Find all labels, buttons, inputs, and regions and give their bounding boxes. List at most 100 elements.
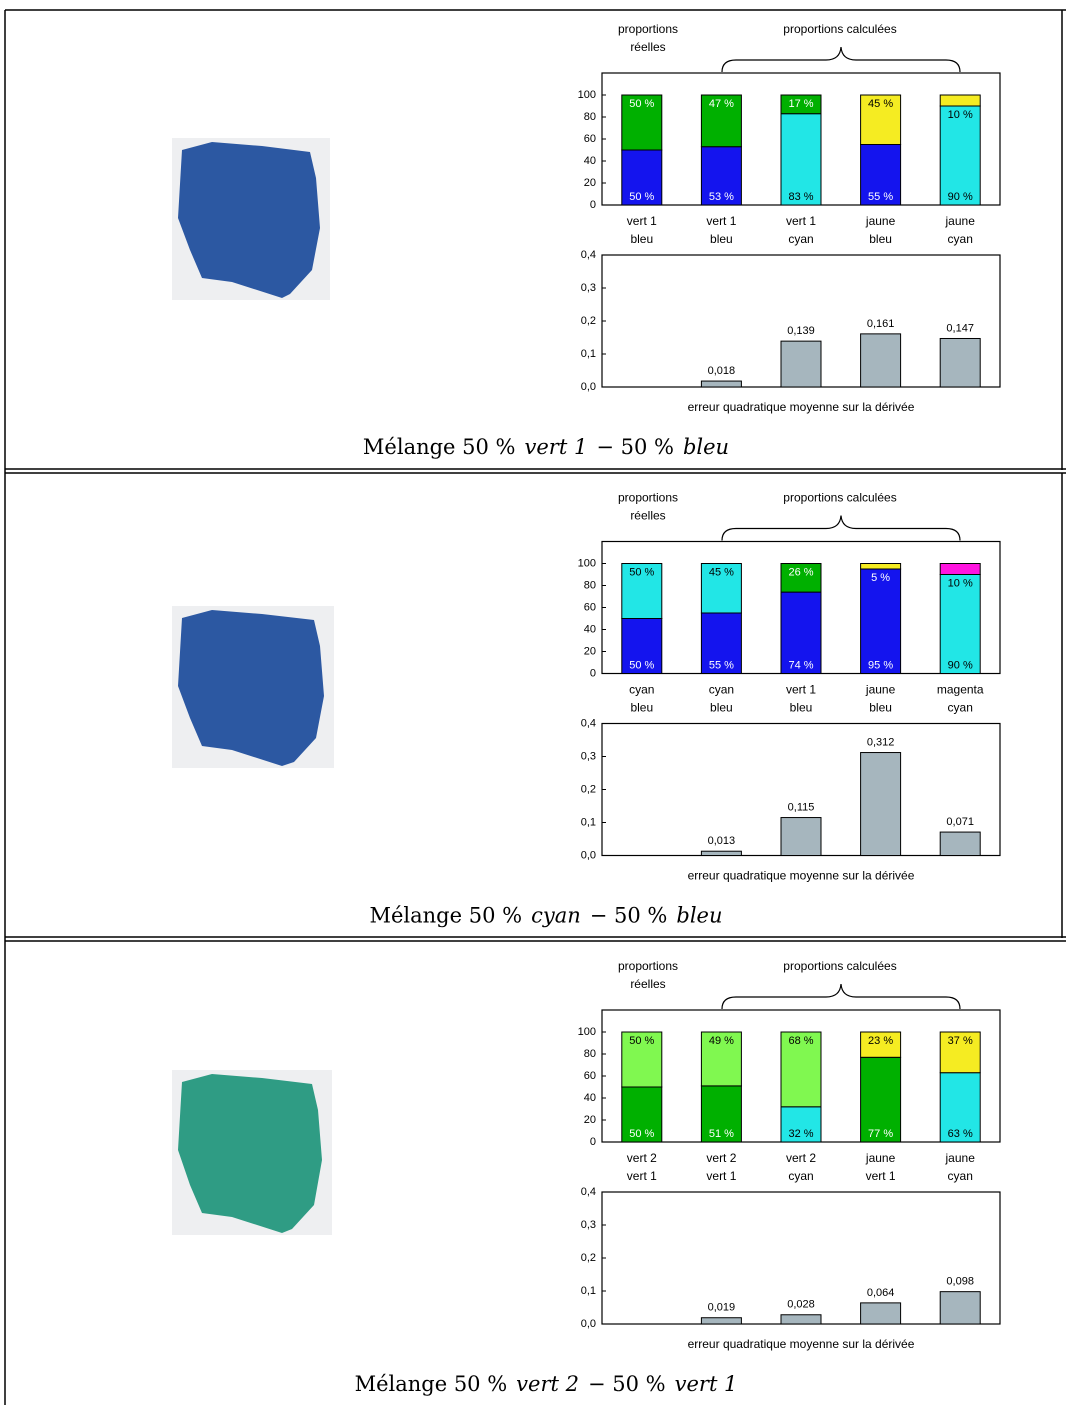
- caption: Mélange 50 % cyan − 50 % bleu: [369, 903, 722, 927]
- y-tick-label: 100: [578, 557, 596, 569]
- x-tick-label: vert 1: [706, 1169, 736, 1183]
- x-tick-label: cyan: [948, 232, 973, 246]
- bar-segment: [700, 612, 742, 674]
- bar-segment: [621, 149, 663, 206]
- value-label: 45 %: [709, 566, 734, 578]
- x-tick-label: jaune: [865, 683, 896, 697]
- y-tick-label: 0,2: [581, 783, 596, 795]
- bar-segment: [780, 1031, 822, 1108]
- bar-segment: [700, 146, 742, 206]
- header-right: proportions calculées: [783, 491, 896, 505]
- bar: [860, 752, 902, 856]
- bar-segment: [621, 563, 663, 619]
- caption: Mélange 50 % vert 1 − 50 % bleu: [363, 435, 729, 459]
- x-tick-label: jaune: [865, 1151, 896, 1165]
- x-tick-label: jaune: [945, 1151, 976, 1165]
- paint-swatch: [178, 610, 324, 766]
- x-tick-label: vert 2: [786, 1151, 816, 1165]
- x-tick-label: bleu: [710, 232, 733, 246]
- value-label: 68 %: [788, 1035, 813, 1047]
- caption-part: bleu: [676, 903, 722, 927]
- bar-segment: [860, 568, 902, 674]
- y-tick-label: 0,0: [581, 849, 596, 861]
- bar-segment: [621, 1086, 663, 1143]
- y-tick-label: 20: [584, 177, 596, 189]
- bar-segment: [780, 591, 822, 674]
- brace: [721, 515, 961, 541]
- y-tick-label: 80: [584, 111, 596, 123]
- y-tick-label: 0,0: [581, 381, 596, 393]
- value-label: 47 %: [709, 98, 734, 110]
- x-tick-label: cyan: [948, 1169, 973, 1183]
- header-right: proportions calculées: [783, 959, 896, 973]
- x-tick-label: bleu: [710, 701, 733, 715]
- caption-part: vert 1: [525, 435, 588, 459]
- caption-part: − 50 %: [590, 903, 668, 927]
- value-label: 77 %: [868, 1128, 893, 1140]
- y-tick-label: 0: [590, 199, 596, 211]
- header-left: réelles: [630, 40, 665, 54]
- value-label: 50 %: [629, 1035, 654, 1047]
- x-axis-label: erreur quadratique moyenne sur la dérivé…: [688, 1337, 915, 1351]
- bar-segment: [860, 1031, 902, 1058]
- value-label: 90 %: [948, 659, 973, 671]
- caption-part: − 50 %: [588, 1372, 666, 1396]
- x-tick-label: cyan: [788, 232, 813, 246]
- brace: [721, 983, 961, 1010]
- bar-segment: [939, 574, 981, 674]
- value-label: 50 %: [629, 191, 654, 203]
- x-tick-label: bleu: [790, 701, 813, 715]
- value-label: 10 %: [948, 109, 973, 121]
- bar-segment: [700, 1031, 742, 1087]
- caption: Mélange 50 % vert 2 − 50 % vert 1: [355, 1372, 738, 1396]
- x-tick-label: vert 2: [706, 1151, 736, 1165]
- value-label: 0,115: [788, 801, 815, 813]
- value-label: 45 %: [868, 98, 893, 110]
- y-tick-label: 0: [590, 667, 596, 679]
- bar: [780, 817, 822, 856]
- value-label: 10 %: [948, 577, 973, 589]
- value-label: 0,013: [708, 835, 736, 847]
- caption-part: Mélange 50 %: [369, 903, 522, 927]
- value-label: 83 %: [788, 191, 813, 203]
- value-label: 0,139: [787, 325, 815, 337]
- y-tick-label: 0,1: [581, 816, 596, 828]
- caption-part: bleu: [683, 435, 729, 459]
- x-axis-label: erreur quadratique moyenne sur la dérivé…: [688, 869, 915, 883]
- value-label: 0,071: [946, 816, 974, 828]
- bar-segment: [860, 144, 902, 206]
- y-tick-label: 80: [584, 579, 596, 591]
- bar: [939, 337, 981, 388]
- bar-segment: [939, 105, 981, 206]
- y-tick-label: 0,3: [581, 282, 596, 294]
- paint-swatch: [178, 1074, 322, 1233]
- value-label: 74 %: [788, 659, 813, 671]
- x-tick-label: magenta: [937, 683, 984, 697]
- bar-segment: [780, 563, 822, 593]
- value-label: 0,312: [867, 736, 895, 748]
- bar-segment: [939, 563, 981, 575]
- y-tick-label: 0,1: [581, 1285, 596, 1297]
- bar: [700, 850, 742, 857]
- value-label: 0,064: [867, 1287, 895, 1299]
- x-tick-label: vert 1: [627, 1169, 657, 1183]
- bar-segment: [860, 563, 902, 570]
- y-tick-label: 0,3: [581, 750, 596, 762]
- y-tick-label: 0,4: [581, 249, 596, 261]
- value-label: 32 %: [788, 1128, 813, 1140]
- bar: [939, 1291, 981, 1325]
- bar-segment: [780, 113, 822, 206]
- caption-part: − 50 %: [596, 435, 674, 459]
- value-label: 17 %: [788, 98, 813, 110]
- caption-part: vert 1: [675, 1372, 738, 1396]
- header-left: proportions: [618, 959, 678, 973]
- x-tick-label: cyan: [709, 683, 734, 697]
- x-tick-label: cyan: [948, 701, 973, 715]
- value-label: 0,098: [946, 1276, 974, 1288]
- y-tick-label: 60: [584, 133, 596, 145]
- y-tick-label: 60: [584, 601, 596, 613]
- caption-part: Mélange 50 %: [355, 1372, 508, 1396]
- bar-segment: [780, 94, 822, 115]
- frame: [4, 9, 1066, 1405]
- value-label: 63 %: [948, 1128, 973, 1140]
